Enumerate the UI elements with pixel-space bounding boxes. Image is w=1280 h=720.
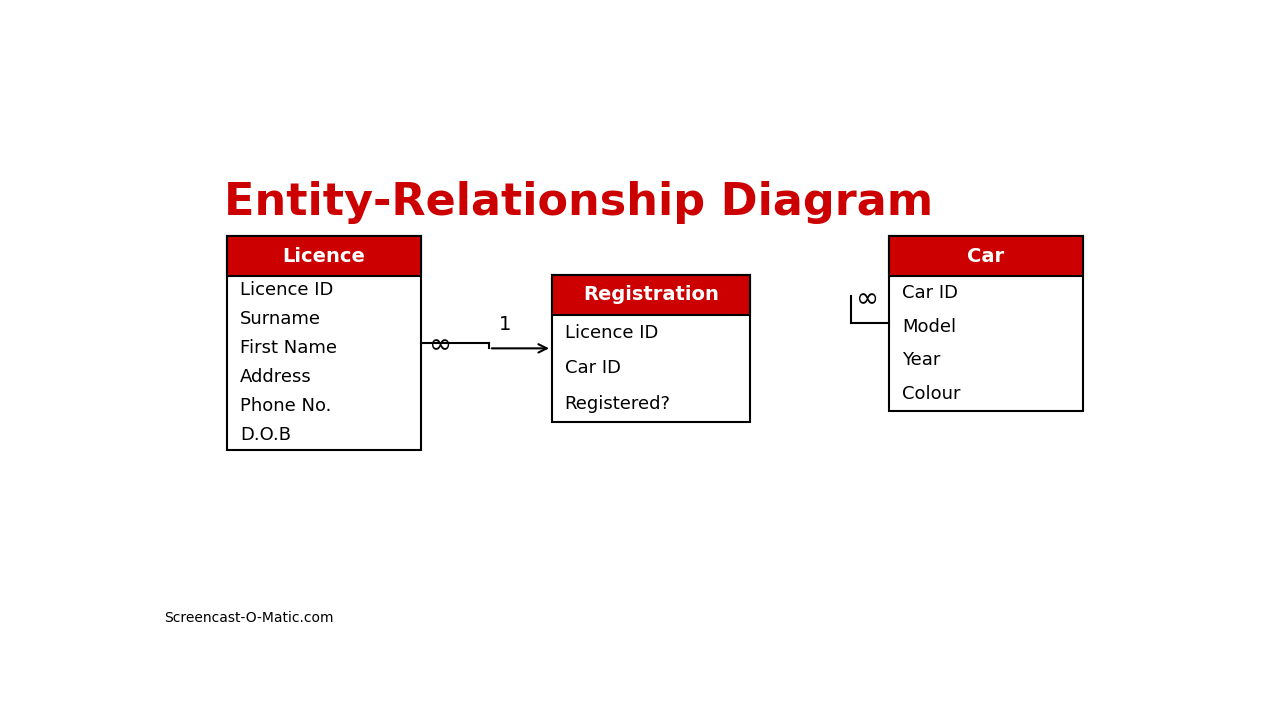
Text: Model: Model bbox=[902, 318, 956, 336]
Bar bbox=[552, 275, 750, 315]
Text: Registered?: Registered? bbox=[564, 395, 671, 413]
Text: Phone No.: Phone No. bbox=[241, 397, 332, 415]
Text: Car ID: Car ID bbox=[564, 359, 621, 377]
Text: Licence: Licence bbox=[283, 246, 366, 266]
Text: Surname: Surname bbox=[241, 310, 321, 328]
Bar bbox=[552, 275, 750, 422]
Text: ∞: ∞ bbox=[429, 332, 452, 359]
Text: 1: 1 bbox=[499, 315, 511, 335]
Bar bbox=[228, 236, 421, 449]
Bar bbox=[890, 236, 1083, 276]
Text: Registration: Registration bbox=[584, 285, 719, 305]
Text: Colour: Colour bbox=[902, 385, 960, 403]
Text: Year: Year bbox=[902, 351, 941, 369]
Text: Entity-Relationship Diagram: Entity-Relationship Diagram bbox=[224, 181, 933, 224]
Bar bbox=[228, 236, 421, 276]
Text: First Name: First Name bbox=[241, 339, 338, 357]
Text: Car ID: Car ID bbox=[902, 284, 957, 302]
Text: Car: Car bbox=[968, 246, 1005, 266]
Text: Licence ID: Licence ID bbox=[564, 324, 658, 342]
Text: Licence ID: Licence ID bbox=[241, 282, 334, 300]
Text: ∞: ∞ bbox=[856, 285, 879, 313]
Text: D.O.B: D.O.B bbox=[241, 426, 292, 444]
Text: Screencast-O-Matic.com: Screencast-O-Matic.com bbox=[165, 611, 334, 625]
Text: Address: Address bbox=[241, 368, 312, 386]
Bar bbox=[890, 236, 1083, 410]
